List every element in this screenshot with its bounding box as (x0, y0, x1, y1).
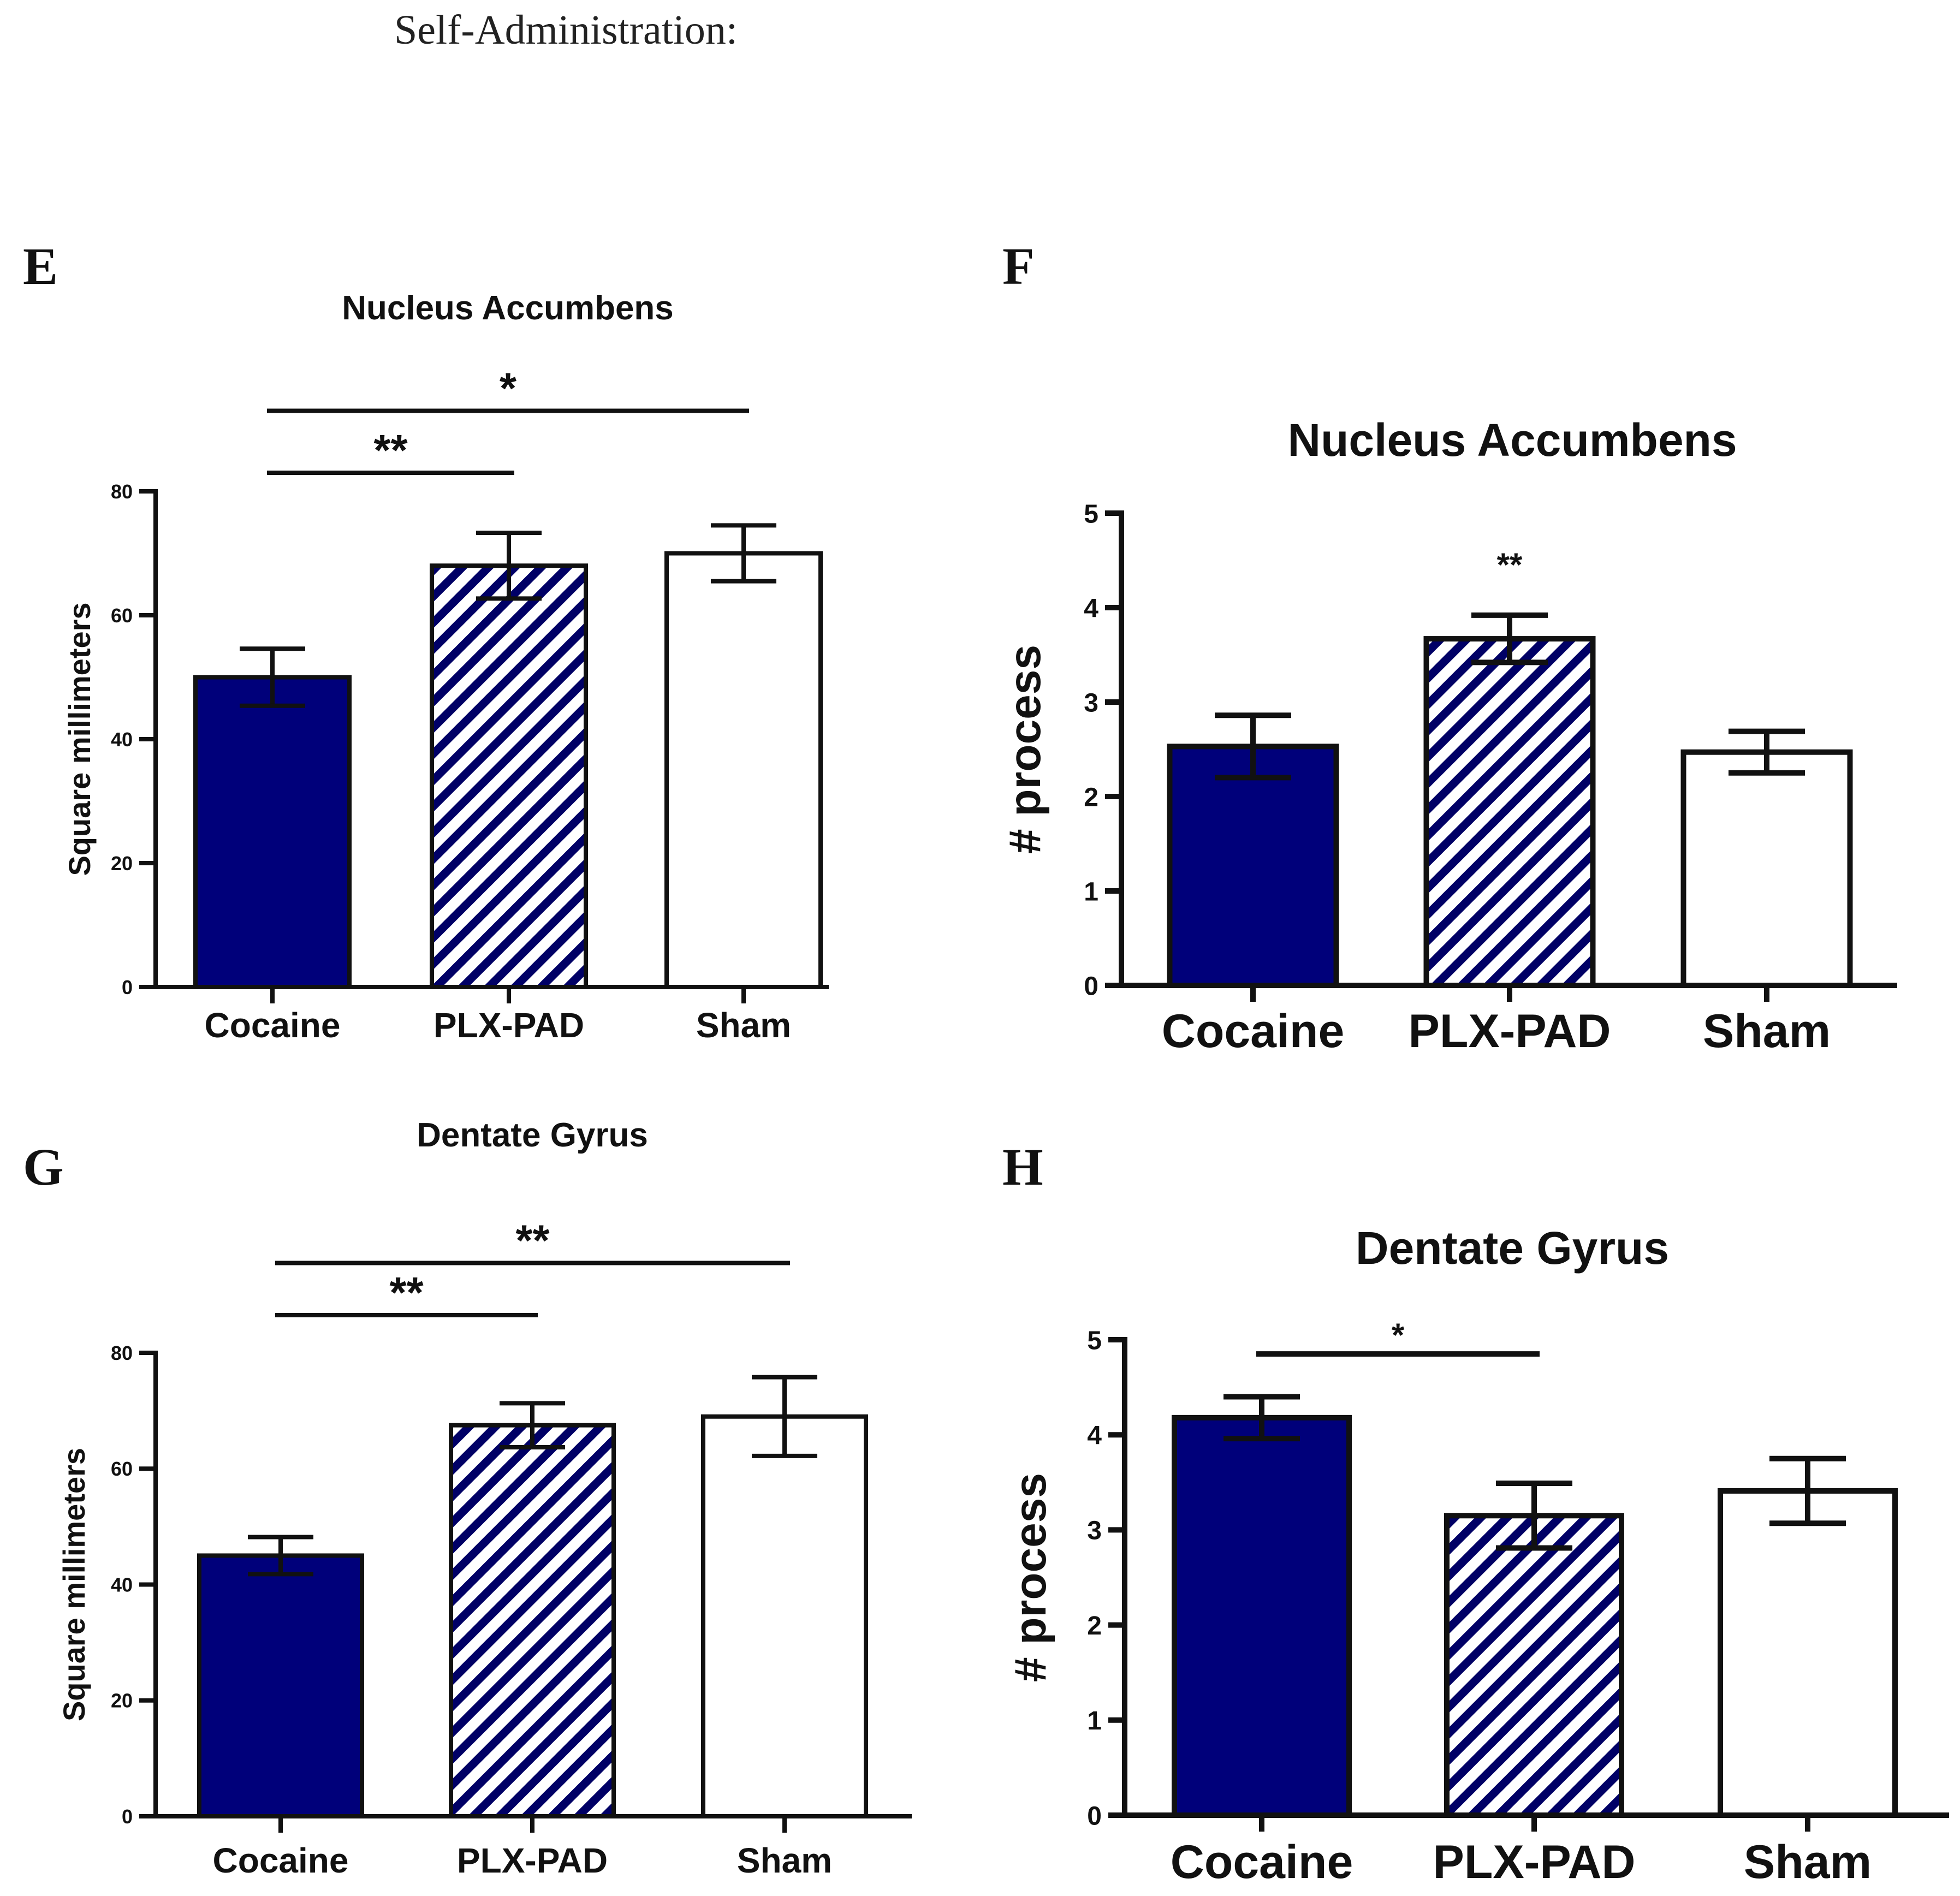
category-label: PLX-PAD (1408, 1005, 1611, 1057)
y-tick-label: 20 (111, 1690, 133, 1712)
bar-cocaine (1172, 1414, 1352, 1818)
chart-title: Dentate Gyrus (1356, 1222, 1669, 1274)
y-tick-label: 20 (111, 852, 133, 875)
category-label: PLX-PAD (457, 1841, 608, 1880)
panel-letter-h: H (1002, 1138, 1043, 1196)
panel-letter-e: E (23, 237, 58, 295)
bar-sham (1680, 749, 1853, 988)
significance-label: ** (1497, 546, 1523, 583)
category-label: Sham (1703, 1005, 1831, 1057)
category-label: PLX-PAD (1433, 1836, 1635, 1888)
category-label: Cocaine (1162, 1005, 1345, 1057)
bar-plx-pad (1423, 636, 1596, 988)
chart-h-dentate-gyrus-process: Dentate Gyrus 0 1 2 3 4 5 # process Cocaine PLX-P… (1006, 1222, 1949, 1888)
bar-sham (1718, 1488, 1898, 1818)
y-tick-label: 80 (111, 480, 133, 503)
chart-g-dentate-gyrus-area: Dentate Gyrus 0 20 40 60 80 Square millimeters… (57, 1116, 912, 1880)
y-tick-label: 3 (1087, 1517, 1102, 1546)
category-label: PLX-PAD (433, 1006, 584, 1045)
y-tick-label: 2 (1087, 1612, 1102, 1641)
y-axis-label: Square millimeters (57, 1448, 91, 1721)
y-tick-label: 40 (111, 1573, 133, 1596)
significance-label: * (500, 364, 517, 412)
y-tick-label: 0 (1084, 972, 1098, 1001)
y-tick-label: 2 (1084, 783, 1098, 812)
y-axis-label: # process (1006, 1473, 1055, 1682)
significance-label: ** (389, 1268, 424, 1317)
y-tick-label: 3 (1084, 688, 1098, 717)
y-tick-label: 0 (122, 1805, 133, 1828)
y-tick-label: 0 (122, 976, 133, 998)
y-tick-label: 1 (1084, 877, 1098, 906)
significance-label: ** (373, 426, 408, 474)
significance-label: ** (515, 1216, 550, 1265)
bar-plx-pad (430, 563, 588, 989)
bar-cocaine (193, 675, 352, 989)
significance-label: * (1392, 1317, 1405, 1353)
chart-title: Nucleus Accumbens (342, 289, 674, 327)
y-axis-label: Square millimeters (62, 602, 97, 876)
category-label: Sham (737, 1841, 832, 1880)
y-tick-label: 40 (111, 728, 133, 751)
figure-heading: Self-Administration: (394, 7, 738, 53)
y-tick-label: 4 (1084, 594, 1098, 623)
y-axis-label: # process (1000, 645, 1050, 854)
y-tick-label: 1 (1087, 1707, 1102, 1735)
bar-plx-pad (449, 1423, 616, 1818)
panel-letter-f: F (1002, 237, 1035, 295)
category-label: Cocaine (1171, 1836, 1353, 1888)
bar-plx-pad (1444, 1513, 1624, 1818)
category-label: Cocaine (213, 1841, 349, 1880)
y-tick-label: 60 (111, 604, 133, 627)
bar-sham (701, 1414, 868, 1819)
y-tick-label: 0 (1087, 1802, 1102, 1830)
panel-letter-g: G (23, 1138, 64, 1196)
category-label: Sham (1744, 1836, 1872, 1888)
y-tick-label: 5 (1087, 1326, 1102, 1355)
y-tick-label: 4 (1087, 1421, 1102, 1450)
bar-cocaine (1167, 744, 1339, 989)
y-tick-label: 80 (111, 1342, 133, 1364)
category-label: Cocaine (205, 1006, 341, 1045)
bar-sham (664, 551, 823, 989)
chart-title: Nucleus Accumbens (1287, 414, 1737, 466)
y-tick-label: 5 (1084, 500, 1098, 528)
y-tick-label: 60 (111, 1458, 133, 1480)
category-label: Sham (696, 1006, 791, 1045)
chart-f-nucleus-accumbens-process: Nucleus Accumbens 0 1 2 3 4 5 # process Cocaine P… (1000, 414, 1897, 1057)
chart-title: Dentate Gyrus (417, 1116, 648, 1154)
bar-cocaine (197, 1553, 364, 1818)
chart-e-nucleus-accumbens-area: Nucleus Accumbens 0 20 40 60 80 Square millime… (62, 289, 829, 1045)
